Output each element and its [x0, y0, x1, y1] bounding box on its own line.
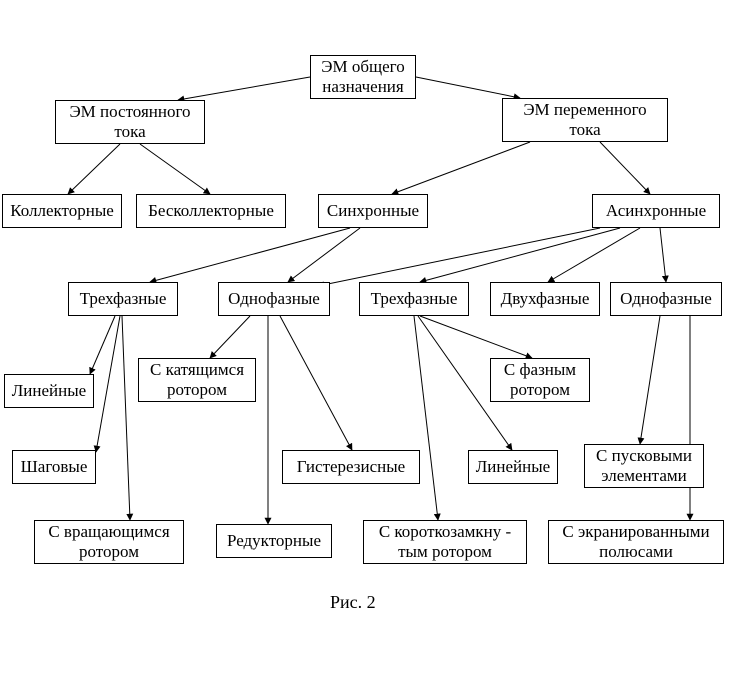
- node-reduktor: Редукторные: [216, 524, 332, 558]
- node-vrashrot: С вращающимсяротором: [34, 520, 184, 564]
- node-dc: ЭМ постоянноготока: [55, 100, 205, 144]
- node-synch: Синхронные: [318, 194, 428, 228]
- diagram-canvas: ЭМ общегоназначенияЭМ постоянноготокаЭМ …: [0, 0, 730, 685]
- node-kollektor-line: Коллекторные: [10, 201, 114, 221]
- node-a-1ph: Однофазные: [610, 282, 722, 316]
- node-s-1ph-line: Однофазные: [228, 289, 320, 309]
- node-pusk: С пусковымиэлементами: [584, 444, 704, 488]
- node-faznrot: С фазнымротором: [490, 358, 590, 402]
- edge-synch-to-s-1ph: [288, 228, 360, 282]
- node-hyst: Гистерезисные: [282, 450, 420, 484]
- node-a-2ph: Двухфазные: [490, 282, 600, 316]
- edge-dc-to-beskoll: [140, 144, 210, 194]
- node-linear1-line: Линейные: [12, 381, 86, 401]
- node-dc-line: ЭМ постоянного: [69, 102, 190, 122]
- node-vrashrot-line: С вращающимся: [48, 522, 169, 542]
- edge-a-3ph-to-faznrot: [420, 316, 532, 358]
- edge-root-to-ac: [416, 77, 520, 98]
- node-hyst-line: Гистерезисные: [297, 457, 405, 477]
- edge-s-3ph-to-vrashrot: [122, 316, 130, 520]
- edge-asynch-to-s-1ph: [318, 228, 600, 286]
- node-pusk-line: С пусковыми: [596, 446, 692, 466]
- node-a-1ph-line: Однофазные: [620, 289, 712, 309]
- node-a-2ph-line: Двухфазные: [501, 289, 590, 309]
- node-beskoll: Бесколлекторные: [136, 194, 286, 228]
- node-step-line: Шаговые: [21, 457, 88, 477]
- node-root-line: ЭМ общего: [321, 57, 404, 77]
- edge-s-1ph-to-katrotor: [210, 316, 250, 358]
- node-ekran-line: полюсами: [599, 542, 673, 562]
- edge-s-3ph-to-step: [96, 316, 120, 452]
- node-kollektor: Коллекторные: [2, 194, 122, 228]
- node-s-1ph: Однофазные: [218, 282, 330, 316]
- edge-ac-to-asynch: [600, 142, 650, 194]
- node-ekran: С экранированнымиполюсами: [548, 520, 724, 564]
- node-ac: ЭМ переменноготока: [502, 98, 668, 142]
- node-beskoll-line: Бесколлекторные: [148, 201, 274, 221]
- edge-root-to-dc: [178, 77, 310, 100]
- node-asynch-line: Асинхронные: [606, 201, 706, 221]
- node-s-3ph-line: Трехфазные: [80, 289, 167, 309]
- node-vrashrot-line: ротором: [79, 542, 139, 562]
- node-s-3ph: Трехфазные: [68, 282, 178, 316]
- node-dc-line: тока: [114, 122, 145, 142]
- edge-a-3ph-to-kzrotor: [414, 316, 438, 520]
- edge-ac-to-synch: [392, 142, 530, 194]
- node-katrotor-line: С катящимся: [150, 360, 244, 380]
- node-step: Шаговые: [12, 450, 96, 484]
- node-faznrot-line: ротором: [510, 380, 570, 400]
- node-katrotor: С катящимсяротором: [138, 358, 256, 402]
- node-kzrotor-line: С короткозамкну -: [379, 522, 511, 542]
- node-ekran-line: С экранированными: [562, 522, 709, 542]
- node-asynch: Асинхронные: [592, 194, 720, 228]
- edge-s-1ph-to-hyst: [280, 316, 352, 450]
- edge-asynch-to-a-1ph: [660, 228, 666, 282]
- node-linear2-line: Линейные: [476, 457, 550, 477]
- node-faznrot-line: С фазным: [504, 360, 576, 380]
- node-linear2: Линейные: [468, 450, 558, 484]
- node-a-3ph: Трехфазные: [359, 282, 469, 316]
- node-kzrotor: С короткозамкну -тым ротором: [363, 520, 527, 564]
- node-pusk-line: элементами: [601, 466, 686, 486]
- node-katrotor-line: ротором: [167, 380, 227, 400]
- node-ac-line: ЭМ переменного: [523, 100, 646, 120]
- edge-s-3ph-to-linear1: [90, 316, 115, 374]
- node-a-3ph-line: Трехфазные: [371, 289, 458, 309]
- edge-synch-to-s-3ph: [150, 228, 350, 282]
- node-kzrotor-line: тым ротором: [398, 542, 492, 562]
- edge-dc-to-kollektor: [68, 144, 120, 194]
- node-linear1: Линейные: [4, 374, 94, 408]
- node-root-line: назначения: [322, 77, 403, 97]
- edge-a-1ph-to-pusk: [640, 316, 660, 444]
- edge-asynch-to-a-3ph: [420, 228, 620, 282]
- figure-caption: Рис. 2: [330, 592, 376, 613]
- node-synch-line: Синхронные: [327, 201, 419, 221]
- node-ac-line: тока: [569, 120, 600, 140]
- edge-asynch-to-a-2ph: [548, 228, 640, 282]
- node-root: ЭМ общегоназначения: [310, 55, 416, 99]
- node-reduktor-line: Редукторные: [227, 531, 321, 551]
